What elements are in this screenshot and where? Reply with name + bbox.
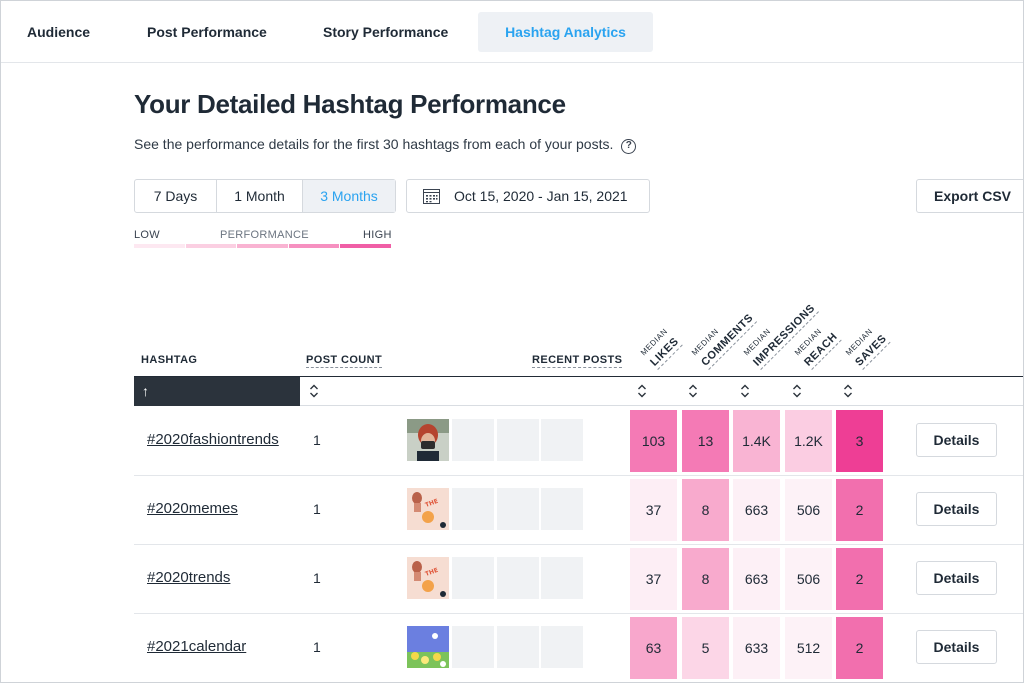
period-7-days-button[interactable]: 7 Days <box>135 180 217 212</box>
column-header-post-count[interactable]: POST COUNT <box>306 354 383 368</box>
post-count-value: 1 <box>313 570 321 586</box>
legend-swatch <box>134 244 185 248</box>
page-title: Your Detailed Hashtag Performance <box>134 89 566 119</box>
hashtag-link[interactable]: #2020fashiontrends <box>147 431 279 448</box>
post-count-value: 1 <box>313 639 321 655</box>
svg-text:THE: THE <box>424 567 439 578</box>
table-row: #2020memes 1 THE 37 8 663 506 2 Details <box>134 476 1023 545</box>
recent-post-placeholder <box>541 557 583 599</box>
table-row: #2020fashiontrends 1 103 13 1.4K 1.2K 3 … <box>134 407 1023 476</box>
sort-post-count-icon[interactable] <box>308 383 320 399</box>
question-circle-icon[interactable]: ? <box>621 139 637 154</box>
sort-hashtag-button[interactable]: ↑ <box>134 377 300 406</box>
recent-post-placeholder <box>541 626 583 668</box>
legend-high-label: HIGH <box>363 229 392 241</box>
recent-post-placeholder <box>497 488 539 530</box>
legend-swatch <box>288 244 340 248</box>
median-likes-cell: 37 <box>630 548 677 610</box>
median-impressions-cell: 633 <box>733 617 780 679</box>
date-range-label: Oct 15, 2020 - Jan 15, 2021 <box>454 188 628 204</box>
legend-title: PERFORMANCE <box>220 229 309 241</box>
median-saves-cell: 2 <box>836 617 883 679</box>
tab-story-performance[interactable]: Story Performance <box>323 24 449 40</box>
median-reach-cell: 506 <box>785 548 832 610</box>
median-comments-cell: 8 <box>682 548 729 610</box>
subtitle-text: See the performance details for the firs… <box>134 136 614 152</box>
column-header-median-saves[interactable]: MEDIAN SAVES <box>844 323 891 370</box>
column-header-median-comments[interactable]: MEDIAN COMMENTS <box>690 303 758 370</box>
legend-swatch <box>185 244 237 248</box>
details-button[interactable]: Details <box>916 630 997 664</box>
recent-post-thumbnail[interactable]: THE <box>407 557 449 599</box>
sort-reach-icon[interactable] <box>791 383 803 399</box>
recent-post-thumbnail[interactable] <box>407 626 449 668</box>
page-subtitle: See the performance details for the firs… <box>134 136 637 154</box>
tab-hashtag-analytics[interactable]: Hashtag Analytics <box>478 12 653 52</box>
export-csv-button[interactable]: Export CSV <box>916 179 1023 213</box>
median-impressions-cell: 663 <box>733 479 780 541</box>
period-3-months-button[interactable]: 3 Months <box>303 180 395 212</box>
sort-saves-icon[interactable] <box>842 383 854 399</box>
period-selector: 7 Days 1 Month 3 Months <box>134 179 396 213</box>
median-likes-cell: 37 <box>630 479 677 541</box>
sort-bar: ↑ <box>134 376 1023 406</box>
recent-post-placeholder <box>497 557 539 599</box>
median-likes-cell: 103 <box>630 410 677 472</box>
column-header-hashtag: HASHTAG <box>141 354 198 366</box>
post-count-value: 1 <box>313 432 321 448</box>
tab-bar: Audience Post Performance Story Performa… <box>1 1 1023 63</box>
tab-audience[interactable]: Audience <box>27 24 91 40</box>
arrow-up-icon: ↑ <box>142 383 149 399</box>
recent-post-placeholder <box>541 488 583 530</box>
legend-swatch <box>237 244 288 248</box>
column-header-recent-posts[interactable]: RECENT POSTS <box>532 354 623 368</box>
date-range-button[interactable]: Oct 15, 2020 - Jan 15, 2021 <box>406 179 650 213</box>
median-impressions-cell: 1.4K <box>733 410 780 472</box>
legend-low-label: LOW <box>134 229 160 241</box>
post-count-value: 1 <box>313 501 321 517</box>
svg-text:THE: THE <box>424 498 439 509</box>
median-saves-cell: 2 <box>836 479 883 541</box>
legend-swatch <box>340 244 391 248</box>
recent-post-placeholder <box>452 626 494 668</box>
median-likes-cell: 63 <box>630 617 677 679</box>
median-saves-cell: 3 <box>836 410 883 472</box>
performance-legend: LOW PERFORMANCE HIGH <box>134 229 392 251</box>
legend-color-scale <box>134 244 392 248</box>
median-impressions-cell: 663 <box>733 548 780 610</box>
recent-post-placeholder <box>452 488 494 530</box>
table-row: #2021calendar 1 63 5 633 512 2 Details <box>134 614 1023 682</box>
median-saves-cell: 2 <box>836 548 883 610</box>
details-button[interactable]: Details <box>916 492 997 526</box>
median-reach-cell: 506 <box>785 479 832 541</box>
recent-post-thumbnail[interactable] <box>407 419 449 461</box>
median-reach-cell: 1.2K <box>785 410 832 472</box>
hashtag-link[interactable]: #2021calendar <box>147 638 247 655</box>
recent-post-placeholder <box>452 557 494 599</box>
hashtag-link[interactable]: #2020memes <box>147 500 238 517</box>
sort-likes-icon[interactable] <box>636 383 648 399</box>
recent-post-placeholder <box>497 419 539 461</box>
median-comments-cell: 13 <box>682 410 729 472</box>
column-header-median-likes[interactable]: MEDIAN LIKES <box>639 326 683 370</box>
hashtag-link[interactable]: #2020trends <box>147 569 231 586</box>
median-reach-cell: 512 <box>785 617 832 679</box>
recent-post-thumbnail[interactable]: THE <box>407 488 449 530</box>
calendar-icon <box>423 189 440 204</box>
tab-post-performance[interactable]: Post Performance <box>147 24 267 40</box>
sort-impressions-icon[interactable] <box>739 383 751 399</box>
recent-post-placeholder <box>452 419 494 461</box>
recent-post-placeholder <box>541 419 583 461</box>
details-button[interactable]: Details <box>916 423 997 457</box>
median-comments-cell: 8 <box>682 479 729 541</box>
sort-comments-icon[interactable] <box>687 383 699 399</box>
recent-post-placeholder <box>497 626 539 668</box>
median-comments-cell: 5 <box>682 617 729 679</box>
period-1-month-button[interactable]: 1 Month <box>217 180 303 212</box>
details-button[interactable]: Details <box>916 561 997 595</box>
table-row: #2020trends 1 THE 37 8 663 506 2 Details <box>134 545 1023 614</box>
